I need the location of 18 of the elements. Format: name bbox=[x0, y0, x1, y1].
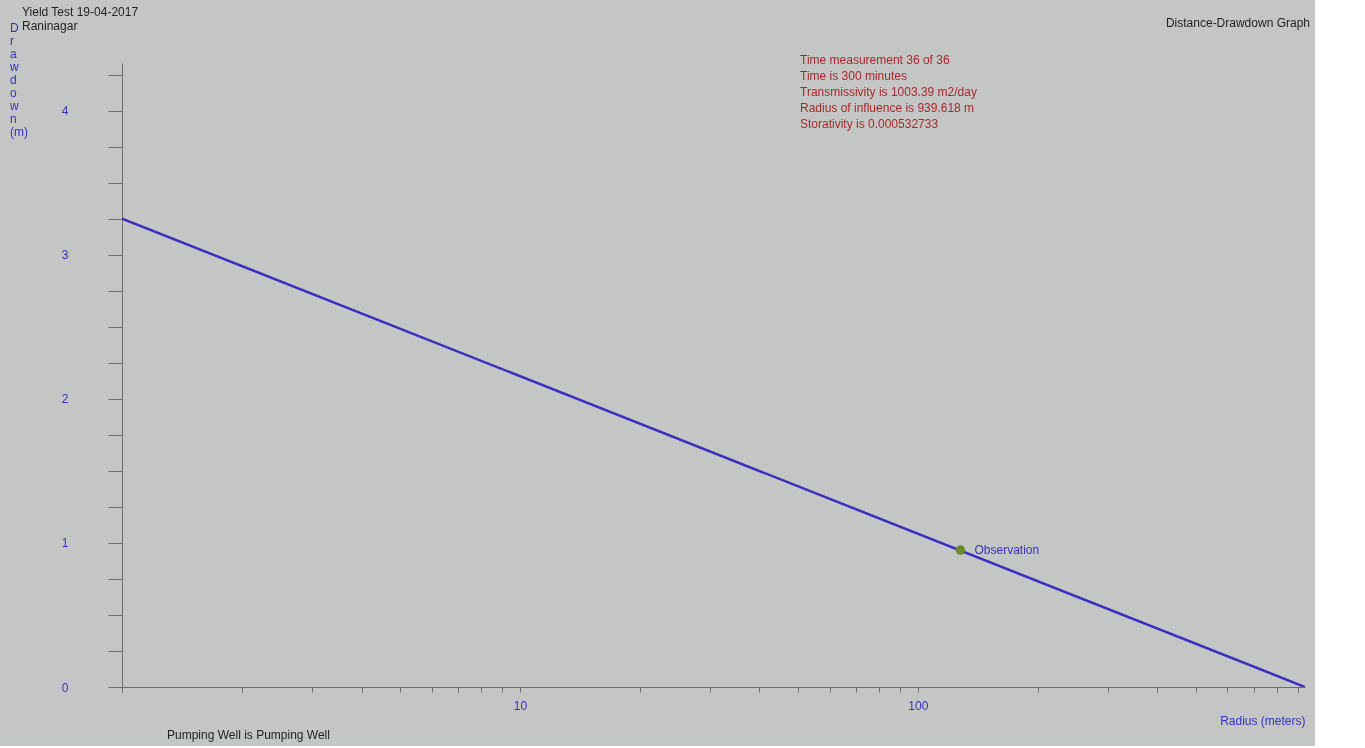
chart-subtitle: Raninagar bbox=[22, 19, 78, 33]
annotation: Time is 300 minutes bbox=[800, 69, 907, 83]
y-tick-label: 2 bbox=[61, 392, 69, 407]
annotation: Transmissivity is 1003.39 m2/day bbox=[800, 85, 977, 99]
y-tick-label: 4 bbox=[61, 104, 69, 119]
x-axis-title: Radius (meters) bbox=[1220, 713, 1306, 728]
series-label: Observation bbox=[974, 543, 1040, 558]
x-tick-label: 10 bbox=[513, 698, 528, 713]
annotation: Radius of influence is 939.618 m bbox=[800, 101, 975, 115]
text: Pumping Well is Pumping Well bbox=[167, 728, 330, 742]
chart-title: Yield Test 19-04-2017 bbox=[22, 5, 139, 19]
y-tick-label: 1 bbox=[61, 536, 69, 551]
annotation: Time measurement 36 of 36 bbox=[800, 53, 950, 67]
text: Distance-Drawdown Graph bbox=[1165, 16, 1310, 30]
x-tick-label: 100 bbox=[908, 698, 929, 713]
annotation: Storativity is 0.000532733 bbox=[800, 117, 939, 131]
y-tick-label: 3 bbox=[61, 248, 69, 263]
y-tick-label: 0 bbox=[61, 680, 69, 695]
